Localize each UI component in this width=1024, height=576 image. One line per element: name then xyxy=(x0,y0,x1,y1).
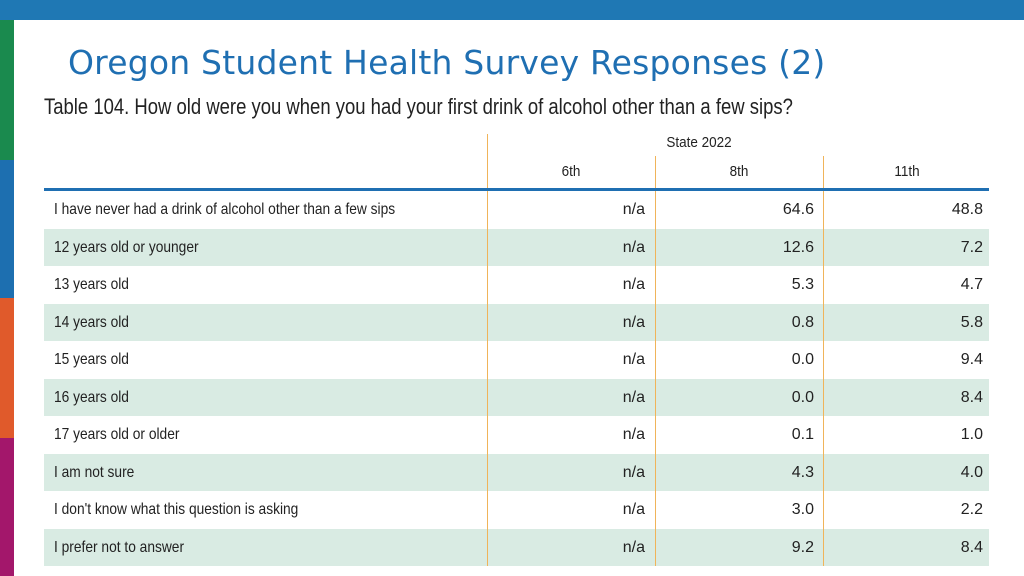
row-label: I have never had a drink of alcohol othe… xyxy=(54,201,396,218)
row-label: 17 years old or older xyxy=(54,426,180,443)
row-label: 15 years old xyxy=(54,351,129,368)
header-divider xyxy=(655,156,656,188)
column-divider xyxy=(487,453,488,491)
row-label: 14 years old xyxy=(54,313,129,331)
row-label: 13 years old xyxy=(54,276,129,293)
value-cell-8th: 3.0 xyxy=(791,501,814,518)
row-label: 16 years old xyxy=(54,388,129,406)
table-row: I am not sure n/a 4.3 4.0 xyxy=(44,453,989,491)
value-cell-11th: 5.8 xyxy=(960,313,983,331)
value-cell-8th: 5.3 xyxy=(791,276,814,293)
table-row: 15 years old n/a 0.0 9.4 xyxy=(44,341,989,379)
column-divider xyxy=(823,228,824,266)
column-divider xyxy=(487,378,488,416)
column-divider xyxy=(655,416,656,454)
value-cell-11th: 4.0 xyxy=(960,463,983,481)
column-header-11th: 11th xyxy=(894,163,920,180)
row-label: I don't know what this question is askin… xyxy=(54,501,299,518)
column-divider xyxy=(655,266,656,304)
value-cell-8th: 0.1 xyxy=(791,426,814,443)
column-divider xyxy=(487,191,488,229)
value-cell-8th: 9.2 xyxy=(791,538,814,556)
column-divider xyxy=(823,528,824,566)
side-color-stripes xyxy=(0,20,14,576)
value-cell-11th: 9.4 xyxy=(960,351,983,368)
column-divider xyxy=(487,491,488,529)
table-row: I have never had a drink of alcohol othe… xyxy=(44,191,989,229)
column-divider xyxy=(655,378,656,416)
column-divider xyxy=(823,378,824,416)
column-divider xyxy=(823,491,824,529)
column-divider xyxy=(655,341,656,379)
column-divider xyxy=(823,341,824,379)
table-row: 16 years old n/a 0.0 8.4 xyxy=(44,378,989,416)
column-divider xyxy=(823,191,824,229)
value-cell-8th: 12.6 xyxy=(782,238,814,256)
table-body: I have never had a drink of alcohol othe… xyxy=(44,191,989,566)
value-cell-6th: n/a xyxy=(622,201,645,218)
row-label: 12 years old or younger xyxy=(54,238,199,256)
column-divider xyxy=(823,266,824,304)
value-cell-6th: n/a xyxy=(622,426,645,443)
column-divider xyxy=(655,191,656,229)
column-divider xyxy=(823,453,824,491)
column-divider xyxy=(487,303,488,341)
value-cell-8th: 0.0 xyxy=(791,351,814,368)
header-divider xyxy=(823,156,824,188)
value-cell-11th: 4.7 xyxy=(960,276,983,293)
side-stripe-green xyxy=(0,20,14,160)
value-cell-11th: 8.4 xyxy=(960,538,983,556)
value-cell-6th: n/a xyxy=(622,538,645,556)
value-cell-11th: 48.8 xyxy=(951,201,983,218)
column-header-8th: 8th xyxy=(729,163,749,180)
value-cell-6th: n/a xyxy=(622,501,645,518)
column-header-6th: 6th xyxy=(561,163,581,180)
column-divider xyxy=(487,266,488,304)
column-divider xyxy=(655,528,656,566)
row-label: I am not sure xyxy=(54,463,135,481)
value-cell-11th: 2.2 xyxy=(960,501,983,518)
table-caption: Table 104. How old were you when you had… xyxy=(44,94,793,119)
table-row: 14 years old n/a 0.8 5.8 xyxy=(44,303,989,341)
value-cell-6th: n/a xyxy=(622,238,645,256)
header-divider xyxy=(487,134,488,188)
value-cell-8th: 4.3 xyxy=(791,463,814,481)
column-divider xyxy=(823,303,824,341)
side-stripe-blue xyxy=(0,160,14,298)
column-divider xyxy=(487,416,488,454)
top-accent-bar xyxy=(0,0,1024,20)
side-stripe-orange xyxy=(0,298,14,438)
table-row: 12 years old or younger n/a 12.6 7.2 xyxy=(44,228,989,266)
value-cell-6th: n/a xyxy=(622,388,645,406)
value-cell-11th: 1.0 xyxy=(960,426,983,443)
column-divider xyxy=(655,303,656,341)
value-cell-6th: n/a xyxy=(622,351,645,368)
table-row: 17 years old or older n/a 0.1 1.0 xyxy=(44,416,989,454)
column-divider xyxy=(487,341,488,379)
row-label: I prefer not to answer xyxy=(54,538,185,556)
slide-title: Oregon Student Health Survey Responses (… xyxy=(68,43,826,82)
table-header: State 2022 6th 8th 11th xyxy=(44,130,989,188)
column-divider xyxy=(487,528,488,566)
value-cell-6th: n/a xyxy=(622,463,645,481)
side-stripe-magenta xyxy=(0,438,14,576)
value-cell-8th: 0.8 xyxy=(791,313,814,331)
table-row: I prefer not to answer n/a 9.2 8.4 xyxy=(44,528,989,566)
value-cell-11th: 8.4 xyxy=(960,388,983,406)
value-cell-6th: n/a xyxy=(622,313,645,331)
column-divider xyxy=(655,228,656,266)
header-rule xyxy=(44,188,989,191)
column-divider xyxy=(655,491,656,529)
table-row: 13 years old n/a 5.3 4.7 xyxy=(44,266,989,304)
value-cell-8th: 0.0 xyxy=(791,388,814,406)
value-cell-11th: 7.2 xyxy=(960,238,983,256)
value-cell-8th: 64.6 xyxy=(782,201,814,218)
value-cell-6th: n/a xyxy=(622,276,645,293)
table-row: I don't know what this question is askin… xyxy=(44,491,989,529)
column-divider xyxy=(823,416,824,454)
column-divider xyxy=(487,228,488,266)
column-divider xyxy=(655,453,656,491)
group-header-state-2022: State 2022 xyxy=(666,134,732,151)
